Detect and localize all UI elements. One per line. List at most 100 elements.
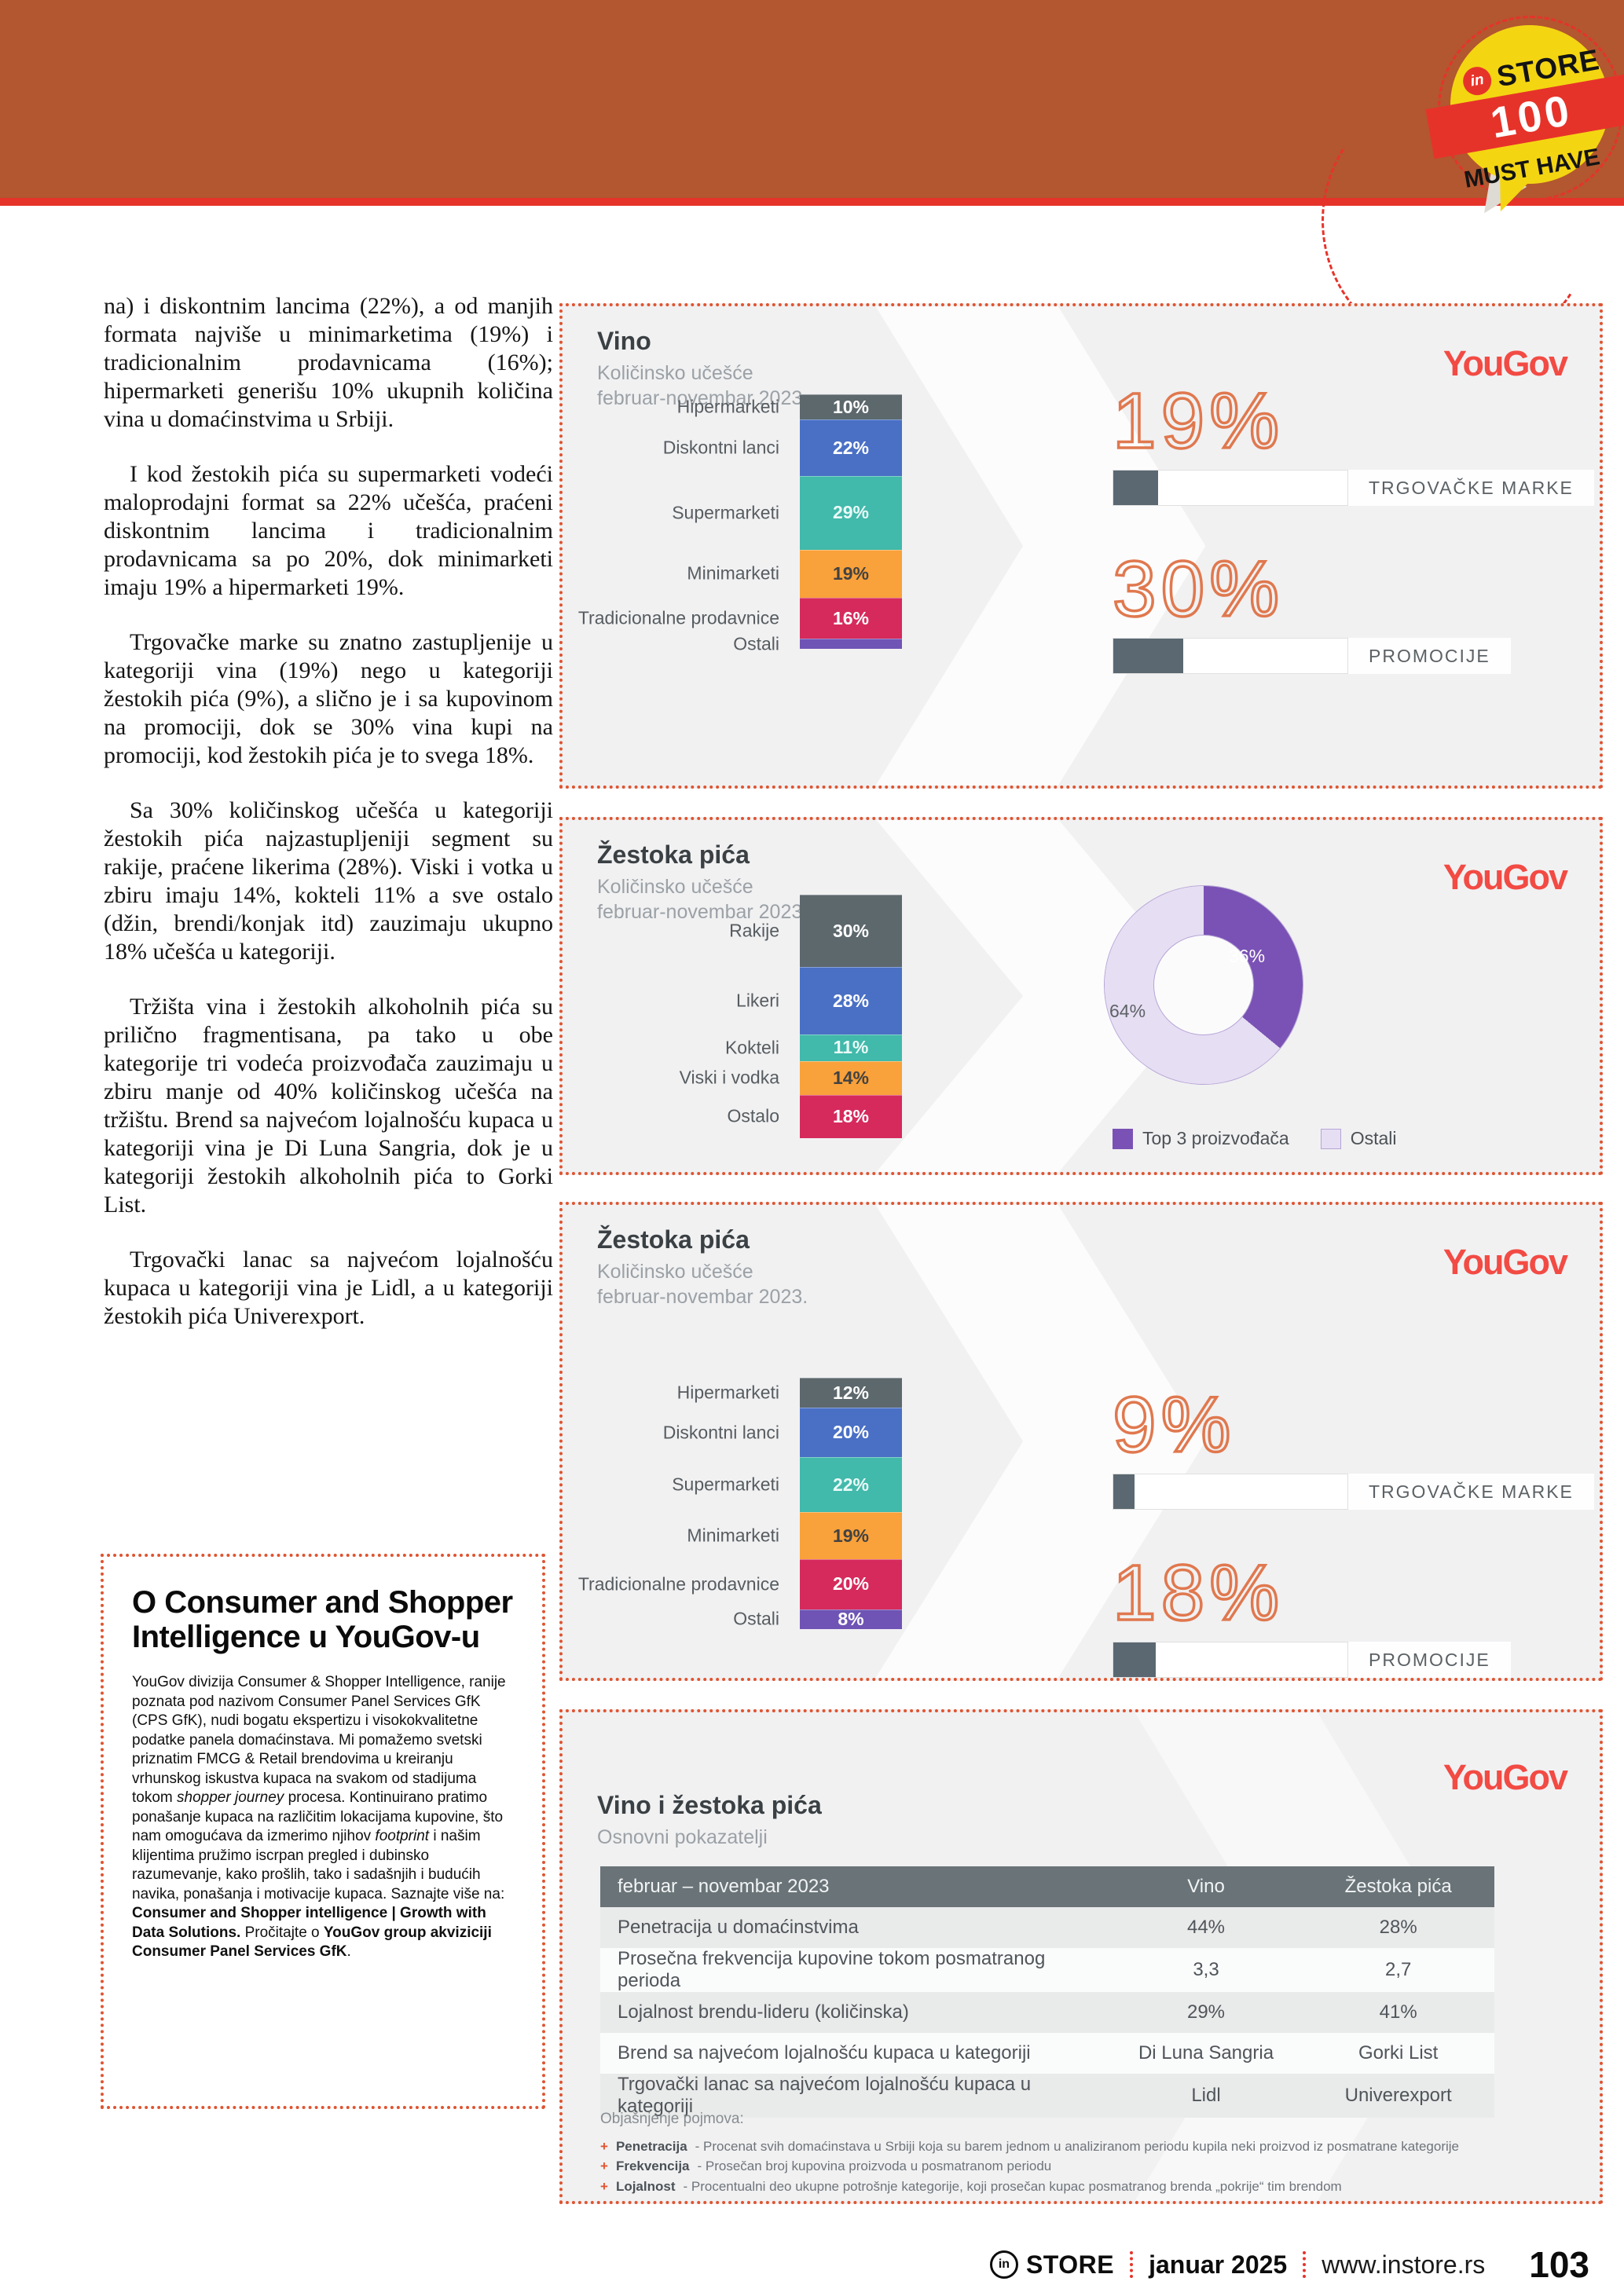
panel-subtitle-period: februar-novembar 2023. [597,901,808,923]
stacked-bar-chart-zestoka-formati: Hipermarketi Diskontni lanci Supermarketi M… [578,1378,1034,1629]
stat-progress-fill [1113,639,1184,673]
bar-segment: 19% [800,549,902,599]
bar-segment: 20% [800,1559,902,1609]
table-row: Brend sa najvećom lojalnošću kupaca u ka… [600,2033,1494,2074]
bar-category-label: Kokteli [724,1037,779,1058]
bar-category-label: Minimarketi [687,562,779,584]
text-segment: shopper journey [177,1789,284,1806]
bar-category-labels: Hipermarketi Diskontni lanci Supermarketi M… [578,394,779,654]
page-footer: in STORE januar 2025 www.instore.rs 103 [989,2243,1589,2286]
panel-subtitle: Količinsko učešće [597,362,753,384]
footnote-text: - Prosečan broj kupovina proizvoda u pos… [697,2159,1052,2174]
bar-segment-value: 20% [832,1573,870,1595]
kpi-stats: 9% TRGOVAČKE MARKE 18% PROMOCIJE [1111,1384,1594,1678]
bar-category-label: Supermarketi [672,502,779,523]
bar-stack: 12% 20% 22% 19% 20% 8% [800,1378,902,1629]
table-cell: Penetracija u domaćinstvima [600,1907,1110,1948]
in-logo-icon: in [1461,64,1494,97]
table-header-row: februar – novembar 2023 Vino Žestoka pića [600,1866,1494,1907]
text-segment: . [346,1943,351,1960]
bar-segment-value: 8% [838,1608,864,1629]
legend-item: Top 3 proizvođača [1113,1128,1289,1149]
stat-progress-track [1113,1474,1348,1510]
footnote-text: - Procentualni deo ukupne potrošnje kate… [683,2178,1342,2194]
yougov-logo: YouGov [1443,1757,1568,1797]
table-cell: Lidl [1109,2074,1303,2118]
bar-segment: 12% [800,1378,902,1408]
footnote-term: Lojalnost [615,2178,676,2194]
table-cell: Univerexport [1302,2074,1494,2118]
bar-segment: 19% [800,1512,902,1560]
donut-value-ostali: 64% [1109,1001,1146,1021]
table-cell: 2,7 [1302,1948,1494,1992]
bar-category-label: Hipermarketi [676,396,779,417]
bar-category-label: Rakije [729,920,779,941]
footer-issue-date: januar 2025 [1149,2250,1288,2279]
footnote-term: Frekvencija [615,2159,690,2174]
text-segment: procesa. Kontinuirano pratimo ponašanje … [132,1789,504,1844]
footnote-bullet-icon: + [600,2178,608,2194]
stat-progress-row: TRGOVAČKE MARKE [1113,1474,1594,1510]
bar-category-labels: Hipermarketi Diskontni lanci Supermarketi M… [578,1378,779,1629]
consumer-shopper-intelligence-infobox: O Consumer and Shopper Intelligence u Yo… [101,1554,545,2109]
footnote-line: + Penetracija - Procenat svih domaćinstava… [600,2137,1527,2157]
infobox-body: YouGov divizija Consumer & Shopper Intel… [132,1673,514,1962]
badge-number: 100 [1487,84,1576,148]
donut-chart: 36% 64% [1105,886,1303,1084]
stat-label: PROMOCIJE [1348,638,1511,674]
footnote-term: Penetracija [615,2138,687,2154]
bar-category-label: Diskontni lanci [662,1422,779,1443]
stat-progress-row: TRGOVAČKE MARKE [1113,470,1594,506]
instore-100-must-have-badge: in STORE 100 MUST HAVE [1296,9,1624,383]
footnote-list: + Penetracija - Procenat svih domaćinstava… [600,2137,1527,2197]
footnote-line: + Lojalnost - Procentualni deo ukupne potr… [600,2177,1527,2197]
bar-segment-value: 19% [832,1525,870,1546]
text-segment: YouGov group akviziciji Consumer Panel S… [132,1924,492,1961]
article-paragraph: Trgovačke marke su znatno zastupljenije … [104,629,553,768]
bar-category-label: Tradicionalne prodavnice [577,1573,779,1595]
stat-trgovacke-marke: 19% TRGOVAČKE MARKE [1111,380,1594,506]
text-segment: Consumer and Shopper intelligence | Grow… [132,1905,486,1941]
bar-segment-value: 28% [832,990,870,1011]
table-cell: 28% [1302,1907,1494,1948]
legend-swatch-top3 [1113,1128,1133,1149]
panel-zestoka-pica-formati: Žestoka pića Količinsko učešće februar-n… [559,1202,1603,1681]
stat-progress-row: PROMOCIJE [1113,638,1584,674]
text-segment: footprint [375,1828,430,1844]
bar-segment-value: 16% [832,607,870,628]
bar-segment-value: 11% [833,1037,869,1058]
panel-zestoka-pica-struktura: Žestoka pića Količinsko učešće februar-n… [559,817,1603,1175]
bar-category-label: Minimarketi [687,1525,779,1546]
table-cell: 29% [1109,1992,1303,2033]
bar-segment: 11% [800,1034,902,1061]
bar-segment-value: 22% [832,437,870,458]
bar-segment [800,638,902,649]
bar-category-label: Likeri [736,990,779,1011]
footnote-intro: Objašnjenje pojmova: [600,2111,744,2127]
stat-label: TRGOVAČKE MARKE [1348,470,1594,506]
bar-category-label: Diskontni lanci [662,437,779,458]
bar-segment-value: 22% [832,1474,870,1495]
stat-value: 18% [1111,1549,1285,1637]
bar-segment: 14% [800,1060,902,1095]
stat-trgovacke-marke: 9% TRGOVAČKE MARKE [1111,1384,1594,1510]
table-row: Trgovački lanac sa najvećom lojalnošću k… [600,2074,1494,2118]
yougov-logo: YouGov [1443,857,1568,897]
footnote-bullet-icon: + [600,2159,608,2174]
stat-value: 30% [1111,545,1285,633]
bar-segment-value: 19% [832,562,870,584]
donut-legend: Top 3 proizvođača Ostali [1113,1128,1576,1149]
table-header-cell: Žestoka pića [1302,1866,1494,1907]
footnote-text: - Procenat svih domaćinstava u Srbiji ko… [695,2138,1460,2154]
top-color-band [0,0,1624,198]
panel-title: Vino [597,327,651,355]
bar-segment: 30% [800,895,902,968]
text-segment: i našim klijentima pružimo iscrpan pregl… [132,1828,505,1902]
stat-progress-fill [1113,1642,1156,1677]
bar-segment-value: 14% [832,1067,870,1088]
table-row: Penetracija u domaćinstvima 44% 28% [600,1907,1494,1948]
table-cell: Lojalnost brendu-lideru (količinska) [600,1992,1110,2033]
stat-progress-fill [1113,1474,1135,1509]
page-number: 103 [1529,2244,1589,2285]
bar-segment: 16% [800,598,902,639]
